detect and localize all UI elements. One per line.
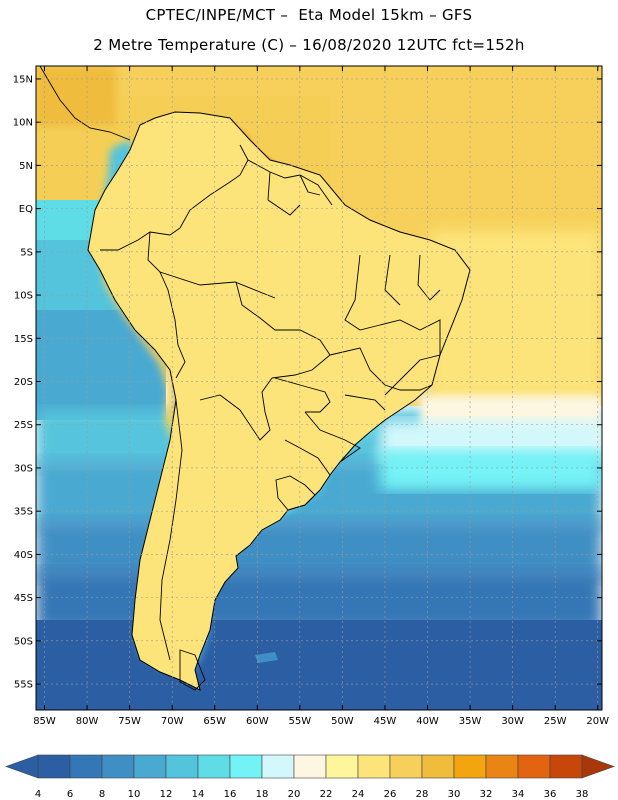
lon-label: 20W — [586, 716, 609, 727]
lon-label: 25W — [544, 716, 567, 727]
colorbar-tick-label: 26 — [384, 789, 397, 800]
colorbar-swatch — [453, 754, 487, 779]
colorbar-tick-label: 6 — [67, 789, 73, 800]
country-borders — [39, 66, 471, 691]
colorbar-swatch — [549, 754, 583, 779]
lat-label: 20S — [14, 377, 33, 388]
colorbar-swatch — [357, 754, 391, 779]
colorbar-arrow-low — [5, 754, 39, 779]
colorbar-swatch — [133, 754, 167, 779]
lon-label: 35W — [459, 716, 482, 727]
colorbar-swatch — [101, 754, 135, 779]
colorbar-swatch — [197, 754, 231, 779]
lon-label: 40W — [416, 716, 439, 727]
chart-title-line1: CPTEC/INPE/MCT – Eta Model 15km – GFS — [145, 6, 473, 24]
lat-label: 5N — [19, 161, 33, 172]
colorbar-swatch — [293, 754, 327, 779]
lat-label: 30S — [14, 463, 33, 474]
lat-label: 40S — [14, 550, 33, 561]
map-frame — [35, 65, 603, 711]
colorbar-tick-label: 22 — [320, 789, 333, 800]
lat-label: 10S — [14, 291, 33, 302]
colorbar-swatch — [517, 754, 551, 779]
colorbar-swatch — [165, 754, 199, 779]
colorbar-tick-label: 4 — [35, 789, 41, 800]
colorbar-tick-label: 18 — [256, 789, 269, 800]
lat-label: 15N — [13, 74, 33, 85]
lon-label: 50W — [331, 716, 354, 727]
lat-label: 10N — [13, 118, 33, 129]
colorbar — [5, 754, 615, 779]
colorbar-tick-label: 16 — [224, 789, 237, 800]
lon-label: 85W — [33, 716, 56, 727]
colorbar-swatch — [485, 754, 519, 779]
lon-label: 80W — [76, 716, 99, 727]
colorbar-tick-label: 10 — [128, 789, 141, 800]
colorbar-swatch — [37, 754, 71, 779]
colorbar-tick-label: 38 — [576, 789, 589, 800]
lat-label: 35S — [14, 507, 33, 518]
colorbar-tick-label: 28 — [416, 789, 429, 800]
colorbar-arrow-high — [581, 754, 615, 779]
chart-title-line2: 2 Metre Temperature (C) – 16/08/2020 12U… — [93, 36, 525, 54]
colorbar-tick-label: 20 — [288, 789, 301, 800]
colorbar-swatch — [421, 754, 455, 779]
colorbar-tick-label: 14 — [192, 789, 205, 800]
lon-label: 75W — [118, 716, 141, 727]
colorbar-swatch — [389, 754, 423, 779]
colorbar-swatch — [325, 754, 359, 779]
colorbar-labels: 4 6 8 10 12 14 16 18 20 22 24 26 28 30 32 34 36 38 — [35, 789, 589, 800]
axis-ticks — [36, 66, 602, 710]
lat-label: 15S — [14, 334, 33, 345]
colorbar-tick-label: 30 — [448, 789, 461, 800]
latitude-labels: 15N 10N 5N EQ 5S 10S 15S 20S 25S 30S 35S 40S 45S 50S 5… — [13, 74, 33, 690]
colorbar-tick-label: 12 — [160, 789, 173, 800]
lon-label: 55W — [289, 716, 312, 727]
colorbar-tick-label: 36 — [544, 789, 557, 800]
lon-label: 60W — [246, 716, 269, 727]
colorbar-swatch — [261, 754, 295, 779]
longitude-labels: 85W 80W 75W 70W 65W 60W 55W 50W 45W 40W 35W 30W 25W 2… — [33, 716, 609, 727]
colorbar-tick-label: 34 — [512, 789, 525, 800]
lon-label: 65W — [203, 716, 226, 727]
colorbar-tick-label: 24 — [352, 789, 365, 800]
lat-label: 45S — [14, 593, 33, 604]
lat-label: EQ — [19, 204, 33, 215]
colorbar-swatch — [69, 754, 103, 779]
colorbar-tick-label: 32 — [480, 789, 493, 800]
graticule — [36, 66, 602, 710]
lon-label: 70W — [161, 716, 184, 727]
lat-label: 50S — [14, 636, 33, 647]
colorbar-swatch — [229, 754, 263, 779]
lat-label: 55S — [14, 680, 33, 691]
lon-label: 45W — [374, 716, 397, 727]
lat-label: 5S — [20, 247, 33, 258]
colorbar-tick-label: 8 — [99, 789, 105, 800]
lon-label: 30W — [501, 716, 524, 727]
lat-label: 25S — [14, 420, 33, 431]
